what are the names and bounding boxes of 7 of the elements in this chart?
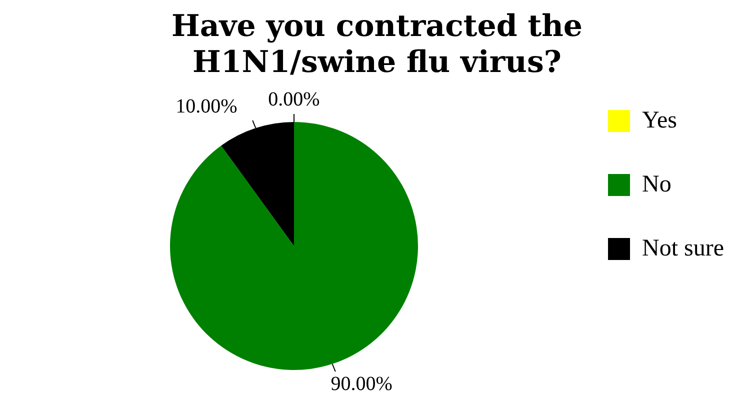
text: 0.00% xyxy=(268,88,320,110)
chart-title: Have you contracted the H1N1/swine flu virus? xyxy=(171,8,583,80)
data-label: 90.00% xyxy=(330,373,392,396)
legend-label: Not sure xyxy=(642,235,724,262)
legend-label: Yes xyxy=(642,107,677,134)
legend-label: No xyxy=(642,171,672,198)
data-label: 10.00% xyxy=(176,95,238,118)
